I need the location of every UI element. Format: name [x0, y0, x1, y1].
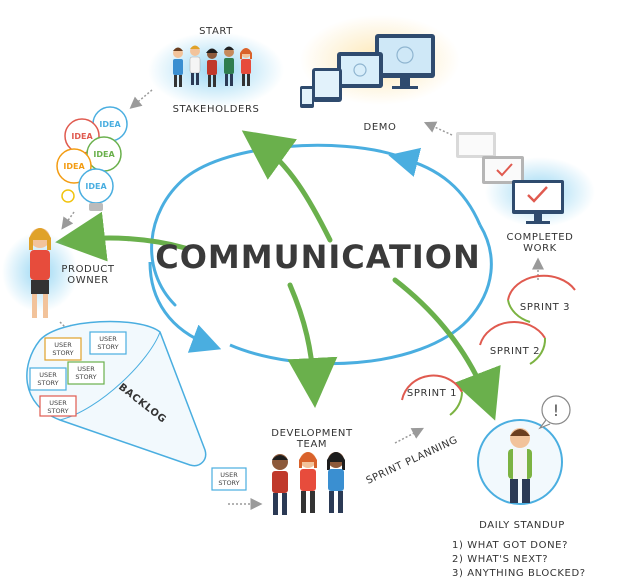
book-label: STORY [218, 479, 239, 487]
arrow-to-product-owner [55, 211, 188, 262]
user-story-output-icon: USER STORY [211, 467, 247, 491]
book-label: USER [49, 399, 67, 407]
book-label: USER [39, 371, 57, 379]
idea-bulb-icon-6 [61, 189, 75, 203]
book-label: USER [54, 341, 72, 349]
cycle-arc-left-bottom [148, 261, 222, 353]
book-label: STORY [47, 407, 68, 415]
arrow-planning-to-sprint [394, 427, 424, 444]
sprints-group: SPRINT 1 SPRINT 2 SPRINT 3 [401, 274, 576, 416]
development-team-label-2: TEAM [296, 439, 327, 450]
cycle-arc-right [388, 147, 482, 226]
stakeholder-people-icon [173, 45, 252, 87]
stakeholders-group: START STAKEHOLDERS [148, 26, 284, 115]
idea-bulb-icon-5: IDEA [78, 168, 114, 211]
book-label: STORY [97, 343, 118, 351]
sprint-2-label: SPRINT 2 [490, 346, 540, 357]
speech-bubble-text: ! [553, 401, 559, 420]
demo-group: DEMO [300, 15, 460, 136]
idea-label: IDEA [99, 120, 121, 129]
standup-question-2: 2) WHAT'S NEXT? [452, 554, 548, 565]
cycle-arc-top [150, 143, 397, 307]
arrow-ideas-to-owner [61, 211, 75, 230]
sprint-planning-label: SPRINT PLANNING [365, 435, 460, 487]
book-label: STORY [37, 379, 58, 387]
idea-label: IDEA [71, 132, 93, 141]
communication-title: COMMUNICATION [155, 238, 481, 276]
standup-question-1: 1) WHAT GOT DONE? [452, 540, 568, 551]
product-owner-person-icon [29, 228, 51, 318]
completed-work-label-2: WORK [523, 243, 557, 254]
idea-label: IDEA [63, 162, 85, 171]
demo-label: DEMO [364, 122, 397, 133]
sprint-1-badge: SPRINT 1 [401, 374, 463, 416]
standup-question-3: 3) ANYTHING BLOCKED? [452, 568, 586, 579]
ideas-group: IDEA IDEA IDEA IDEA IDEA [56, 89, 153, 230]
standup-person-icon [508, 428, 532, 503]
communication-cycle: COMMUNICATION [55, 130, 501, 421]
completed-work-label-1: COMPLETED [507, 232, 574, 243]
start-label: START [199, 26, 233, 37]
arrow-to-dev-team [287, 282, 338, 408]
product-owner-group: PRODUCT OWNER [2, 228, 114, 338]
development-team-label-1: DEVELOPMENT [271, 428, 353, 439]
devices-icon [300, 34, 435, 108]
idea-label: IDEA [93, 150, 115, 159]
daily-standup-label: DAILY STANDUP [479, 520, 565, 531]
book-label: USER [220, 471, 238, 479]
speech-bubble-icon: ! [538, 395, 571, 430]
idea-label: IDEA [85, 182, 107, 191]
development-team-group: DEVELOPMENT TEAM [271, 428, 353, 515]
completed-work-group: COMPLETED WORK [456, 132, 595, 280]
book-label: USER [77, 365, 95, 373]
arrow-to-stakeholders [241, 130, 333, 243]
book-label: STORY [52, 349, 73, 357]
sprint-3-label: SPRINT 3 [520, 302, 570, 313]
sprint-1-label: SPRINT 1 [407, 388, 457, 399]
book-label: STORY [75, 373, 96, 381]
monitors-check-icon [456, 132, 564, 224]
product-owner-label-2: OWNER [67, 275, 109, 286]
book-label: USER [99, 335, 117, 343]
sprint-2-badge: SPRINT 2 [479, 320, 547, 365]
arrow-to-demo [423, 121, 453, 136]
dev-team-people-icon [272, 452, 345, 515]
product-owner-label-1: PRODUCT [61, 264, 114, 275]
idea-bulb-icon-3: IDEA [86, 136, 122, 172]
sprint-planning-group: SPRINT PLANNING [365, 427, 460, 487]
stakeholders-label: STAKEHOLDERS [173, 104, 260, 115]
arrow-to-standup [392, 277, 501, 421]
daily-standup-group: ! DAILY STANDUP 1) WHAT GOT DONE? 2) WHA… [452, 395, 586, 579]
arrow-to-ideas [129, 89, 153, 109]
sprint-3-badge: SPRINT 3 [507, 274, 576, 323]
